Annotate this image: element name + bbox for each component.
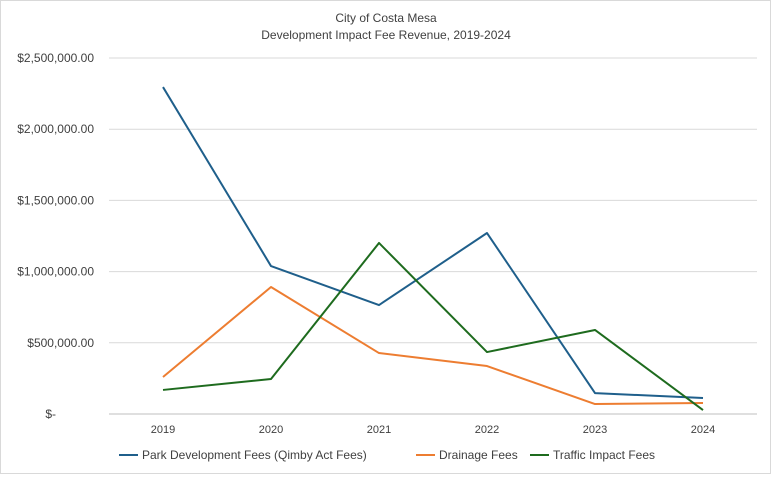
y-tick-label: $500,000.00 [27,336,94,350]
y-tick-label: $2,500,000.00 [17,51,94,65]
x-tick-label: 2019 [151,424,175,436]
x-tick-label: 2020 [259,424,283,436]
series-line-2 [162,241,704,411]
y-tick-label: $- [45,407,56,421]
legend-label: Drainage Fees [439,448,518,462]
x-tick-label: 2024 [691,424,715,436]
series-line-1 [162,285,704,406]
series-line-0 [162,86,704,400]
x-tick-label: 2021 [367,424,391,436]
y-tick-label: $1,500,000.00 [17,193,94,207]
legend-label: Traffic Impact Fees [553,448,655,462]
chart-subtitle: Development Impact Fee Revenue, 2019-202… [261,28,511,42]
x-tick-label: 2022 [475,424,499,436]
legend-label: Park Development Fees (Qimby Act Fees) [142,448,367,462]
x-tick-label: 2023 [583,424,607,436]
y-tick-label: $1,000,000.00 [17,265,94,279]
chart-title: City of Costa Mesa [335,11,437,25]
y-tick-label: $2,000,000.00 [17,122,94,136]
